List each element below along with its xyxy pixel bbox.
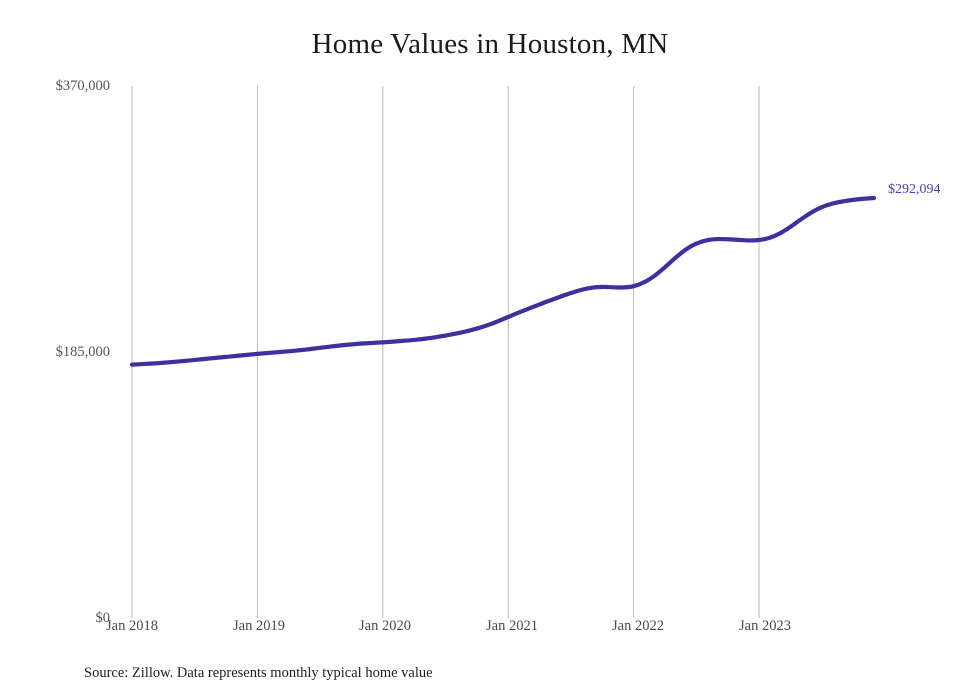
x-axis-tick-jan-2019: Jan 2019 bbox=[233, 618, 285, 634]
x-axis-tick-jan-2021: Jan 2021 bbox=[486, 618, 538, 634]
x-axis-tick-jan-2023: Jan 2023 bbox=[739, 618, 791, 634]
source-note: Source: Zillow. Data represents monthly … bbox=[84, 665, 433, 681]
y-axis-tick-label: $370,000 bbox=[55, 78, 110, 94]
y-axis-tick-label: $0 bbox=[95, 610, 111, 626]
series-line bbox=[129, 195, 877, 367]
x-axis-tick-jan-2018: Jan 2018 bbox=[106, 618, 158, 634]
y-axis-tick-label: $185,000 bbox=[55, 344, 110, 360]
x-axis-tick-jan-2020: Jan 2020 bbox=[359, 618, 411, 634]
gridlines bbox=[131, 86, 760, 618]
x-axis-tick-jan-2022: Jan 2022 bbox=[612, 618, 664, 634]
chart-title: Home Values in Houston, MN bbox=[311, 28, 669, 60]
end-point-value-label: $292,094 bbox=[888, 182, 941, 198]
